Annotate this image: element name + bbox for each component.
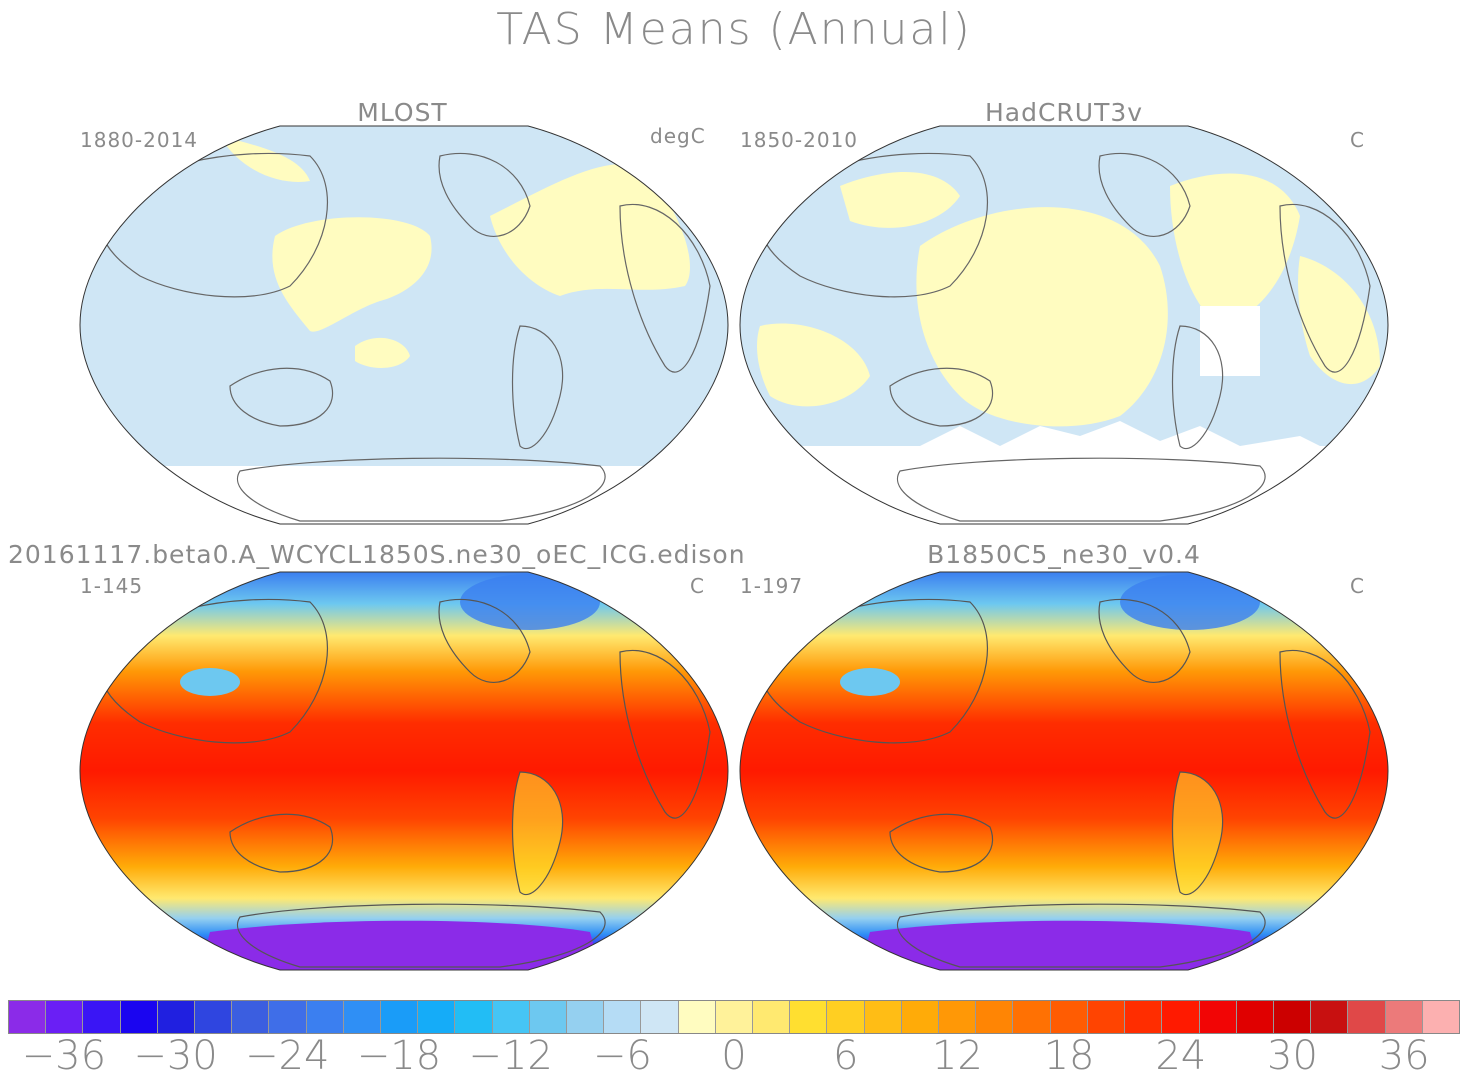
colorbar-swatch: [455, 1001, 493, 1033]
panel-period-mlost: 1880-2014: [80, 128, 199, 152]
colorbar-swatch: [1348, 1001, 1386, 1033]
map-mlost: [79, 125, 729, 525]
panel-units-mlost: degC: [650, 124, 706, 148]
colorbar-swatch: [1199, 1001, 1237, 1033]
colorbar-swatch: [901, 1001, 940, 1033]
colorbar-swatch: [1422, 1001, 1459, 1033]
colorbar-swatch: [715, 1001, 754, 1033]
colorbar-tick-label: 0: [721, 1033, 747, 1079]
colorbar-swatch: [604, 1001, 642, 1033]
colorbar-swatch: [232, 1001, 270, 1033]
panel-title-b1850c5: B1850C5_ne30_v0.4: [927, 540, 1201, 569]
panel-period-hadcrut3v: 1850-2010: [740, 128, 859, 152]
colorbar-swatch: [567, 1001, 605, 1033]
colorbar-swatch: [1273, 1001, 1312, 1033]
panel-title-e3sm-beta0: 20161117.beta0.A_WCYCL1850S.ne30_oEC_ICG…: [8, 540, 746, 569]
colorbar-swatch: [939, 1001, 977, 1033]
colorbar: [8, 1000, 1460, 1034]
panel-period-e3sm-beta0: 1-145: [80, 574, 144, 598]
colorbar-swatch: [1050, 1001, 1088, 1033]
colorbar-swatch: [1087, 1001, 1126, 1033]
colorbar-swatch: [343, 1001, 382, 1033]
colorbar-swatch: [976, 1001, 1014, 1033]
colorbar-tick-label: −24: [245, 1033, 330, 1079]
colorbar-tick-label: −6: [592, 1033, 652, 1079]
colorbar-swatch: [492, 1001, 530, 1033]
colorbar-swatch: [678, 1001, 716, 1033]
colorbar-swatch: [864, 1001, 902, 1033]
colorbar-swatch: [1385, 1001, 1423, 1033]
colorbar-tick-label: 6: [832, 1033, 859, 1079]
colorbar-tick-label: 24: [1155, 1033, 1207, 1079]
map-e3sm-beta0: [79, 571, 729, 971]
colorbar-swatch: [9, 1001, 47, 1033]
colorbar-swatch: [790, 1001, 828, 1033]
colorbar-swatch: [1013, 1001, 1051, 1033]
colorbar-swatch: [1162, 1001, 1200, 1033]
colorbar-swatch: [46, 1001, 84, 1033]
colorbar-tick-label: −36: [21, 1033, 107, 1079]
colorbar-tick-label: 18: [1043, 1033, 1095, 1079]
colorbar-tick-label: 36: [1378, 1033, 1430, 1079]
figure-title: TAS Means (Annual): [496, 4, 972, 55]
colorbar-tick-label: −18: [356, 1033, 442, 1079]
colorbar-swatch: [1125, 1001, 1163, 1033]
colorbar-swatch: [120, 1001, 158, 1033]
map-b1850c5: [739, 571, 1389, 971]
colorbar-swatch: [641, 1001, 679, 1033]
panel-units-e3sm-beta0: C: [690, 574, 705, 598]
colorbar-swatch: [195, 1001, 233, 1033]
colorbar-swatch: [381, 1001, 419, 1033]
colorbar-tick-label: −12: [468, 1033, 553, 1079]
panel-period-b1850c5: 1-197: [740, 574, 804, 598]
colorbar-swatch: [827, 1001, 865, 1033]
colorbar-ticks: −36 −30 −24 −18 −12 −6 0 6 12 18 24 30 36: [8, 1033, 1460, 1079]
panel-title-hadcrut3v: HadCRUT3v: [984, 98, 1144, 127]
panel-title-mlost: MLOST: [357, 98, 448, 127]
colorbar-swatch: [418, 1001, 456, 1033]
colorbar-tick-label: −30: [133, 1033, 218, 1079]
colorbar-swatch: [1311, 1001, 1349, 1033]
colorbar-swatch: [157, 1001, 196, 1033]
colorbar-tick-label: 30: [1267, 1033, 1318, 1079]
colorbar-swatch: [269, 1001, 307, 1033]
panel-units-b1850c5: C: [1350, 574, 1365, 598]
colorbar-swatch: [1236, 1001, 1274, 1033]
colorbar-swatch: [83, 1001, 121, 1033]
colorbar-swatch: [529, 1001, 568, 1033]
panel-units-hadcrut3v: C: [1350, 128, 1365, 152]
colorbar-swatch: [753, 1001, 791, 1033]
colorbar-swatch: [306, 1001, 344, 1033]
colorbar-tick-label: 12: [931, 1033, 983, 1079]
map-hadcrut3v: [739, 125, 1389, 525]
